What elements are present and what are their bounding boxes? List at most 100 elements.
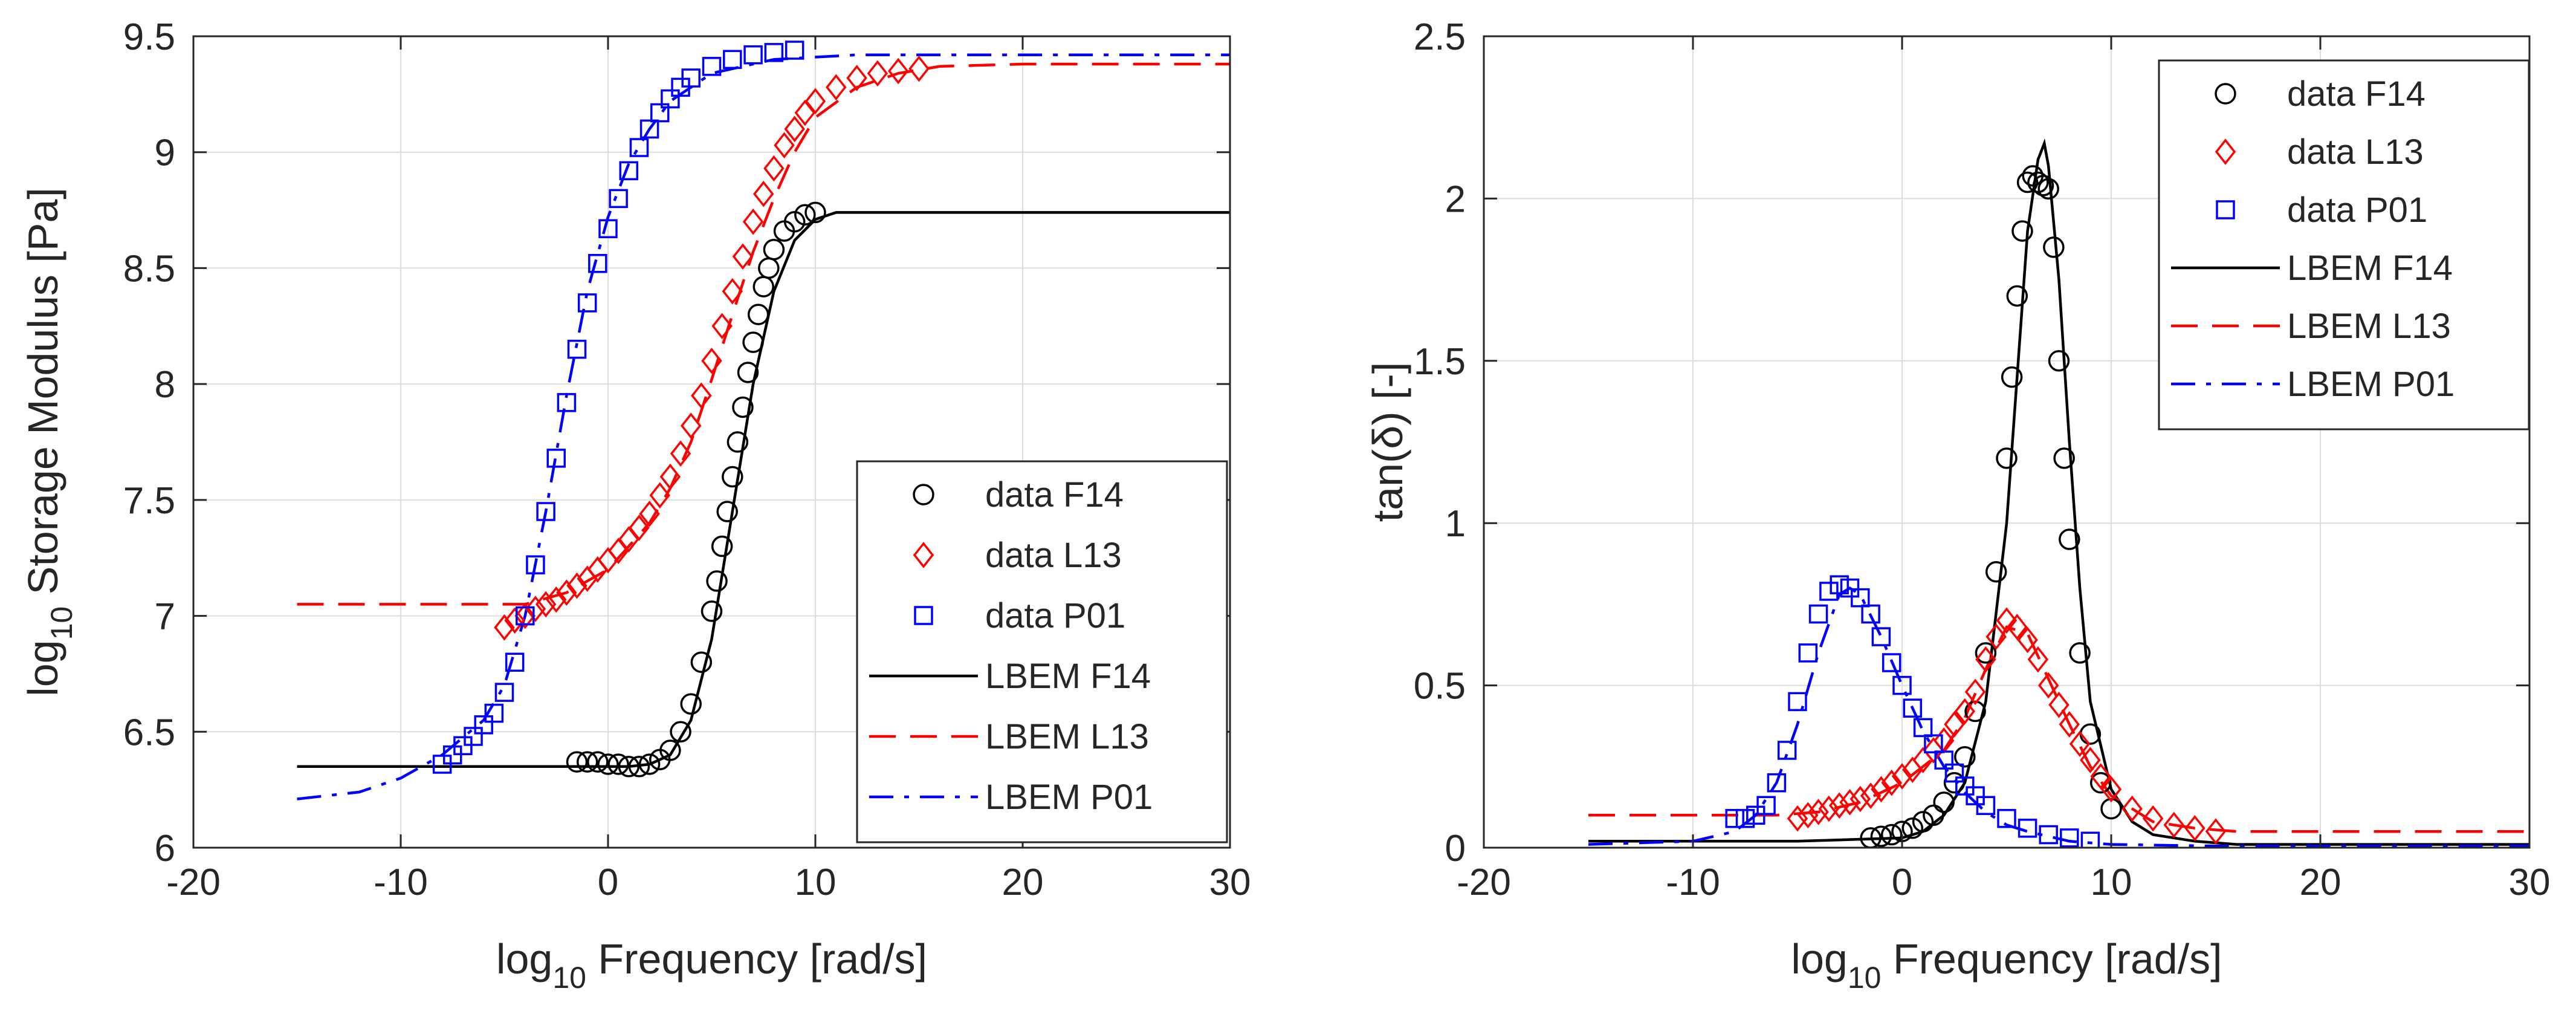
point-data-l13 bbox=[753, 180, 774, 207]
legend-entry-data-f14: data F14 bbox=[2215, 74, 2426, 114]
point-data-l13 bbox=[701, 347, 722, 374]
point-data-p01 bbox=[2080, 831, 2100, 848]
point-data-l13 bbox=[1996, 607, 2018, 634]
legend-label: data P01 bbox=[985, 596, 1125, 635]
point-data-p01 bbox=[702, 57, 722, 76]
legend-entry-data-f14: data F14 bbox=[913, 475, 1124, 515]
point-data-l13 bbox=[2121, 795, 2143, 822]
x-tick-label: 0 bbox=[598, 862, 618, 903]
legend-entry-lbem-p01: LBEM P01 bbox=[869, 778, 1153, 817]
legend-diamond-marker bbox=[2215, 138, 2236, 165]
x-tick-label: -20 bbox=[166, 862, 221, 903]
point-data-l13 bbox=[556, 579, 577, 606]
legend-entry-data-p01: data P01 bbox=[914, 596, 1125, 635]
chart-1: -20 -10 0 10 20 30 6 6.5 7 7.5 8 8.5 9 9.5 log10 Frequ… bbox=[19, 16, 1251, 995]
y-tick-label: 7.5 bbox=[123, 480, 175, 522]
point-data-l13 bbox=[722, 278, 743, 305]
point-data-f14 bbox=[706, 570, 728, 592]
legend-entry-data-l13: data L13 bbox=[913, 536, 1122, 575]
point-data-p01 bbox=[484, 703, 504, 723]
legend-entry-lbem-f14: LBEM F14 bbox=[869, 657, 1151, 696]
series-data-l13 bbox=[494, 55, 930, 641]
point-data-p01 bbox=[1777, 741, 1797, 760]
point-data-f14 bbox=[680, 693, 702, 715]
series-group bbox=[1588, 138, 2529, 848]
point-data-l13 bbox=[1944, 711, 1965, 738]
point-data-l13 bbox=[2059, 711, 2080, 738]
y-axis-label: tan(δ) [-] bbox=[1364, 362, 1411, 522]
point-data-p01 bbox=[588, 254, 607, 273]
point-data-p01 bbox=[526, 555, 545, 574]
legend-label: data L13 bbox=[2287, 132, 2424, 172]
legend-circle-marker bbox=[2215, 83, 2236, 105]
point-data-l13 bbox=[2017, 626, 2038, 654]
x-tick-label: 30 bbox=[2509, 862, 2551, 903]
series-group bbox=[297, 41, 1230, 801]
point-data-p01 bbox=[1735, 808, 1755, 828]
legend: data F14 data L13 data P01 LBEM F14 LBEM L13… bbox=[2158, 59, 2530, 430]
point-data-p01 bbox=[464, 727, 483, 746]
point-data-f14 bbox=[566, 751, 588, 773]
point-data-l13 bbox=[2100, 776, 2122, 803]
point-data-p01 bbox=[494, 683, 514, 702]
point-data-l13 bbox=[784, 115, 805, 143]
legend-label: data F14 bbox=[985, 475, 1124, 515]
legend-entry-lbem-l13: LBEM L13 bbox=[869, 717, 1149, 756]
point-data-l13 bbox=[1798, 802, 1819, 829]
point-data-p01 bbox=[661, 89, 680, 109]
point-data-f14 bbox=[1985, 560, 2007, 583]
point-data-f14 bbox=[722, 466, 743, 488]
point-data-l13 bbox=[887, 57, 909, 85]
point-data-l13 bbox=[607, 538, 629, 565]
y-tick-label: 6.5 bbox=[123, 712, 175, 753]
point-data-f14 bbox=[2089, 771, 2112, 794]
point-data-l13 bbox=[1985, 623, 2007, 650]
point-data-p01 bbox=[1892, 675, 1912, 695]
point-data-p01 bbox=[785, 41, 804, 60]
legend-box bbox=[856, 460, 1228, 843]
legend-square-marker bbox=[2216, 200, 2235, 219]
point-data-l13 bbox=[711, 313, 733, 340]
point-data-p01 bbox=[764, 43, 784, 62]
point-data-f14 bbox=[1975, 642, 1997, 664]
y-tick-label: 7 bbox=[155, 596, 175, 638]
point-data-l13 bbox=[774, 132, 795, 159]
point-data-f14 bbox=[587, 751, 609, 773]
point-data-f14 bbox=[2016, 171, 2039, 193]
point-data-p01 bbox=[1788, 692, 1807, 712]
point-data-l13 bbox=[1954, 698, 1976, 725]
point-data-p01 bbox=[1976, 796, 1996, 815]
point-data-l13 bbox=[514, 602, 536, 629]
point-data-l13 bbox=[639, 501, 660, 527]
point-data-p01 bbox=[1913, 718, 1933, 738]
point-data-l13 bbox=[546, 586, 567, 613]
point-data-l13 bbox=[618, 526, 639, 553]
point-data-p01 bbox=[1871, 627, 1891, 646]
point-data-l13 bbox=[670, 440, 691, 467]
point-data-p01 bbox=[1882, 653, 1901, 672]
point-data-p01 bbox=[1934, 750, 1953, 770]
x-tick-label: -10 bbox=[1666, 862, 1720, 903]
x-axis-label: log10 Frequency [rad/s] bbox=[1791, 935, 2222, 995]
point-data-l13 bbox=[2037, 672, 2059, 699]
y-tick-label: 8.5 bbox=[123, 248, 175, 290]
point-data-f14 bbox=[747, 304, 769, 325]
x-tick-label: 20 bbox=[1002, 862, 1044, 903]
point-data-f14 bbox=[2059, 528, 2080, 550]
y-tick-label: 6 bbox=[155, 828, 175, 869]
point-data-p01 bbox=[1851, 588, 1870, 608]
point-data-l13 bbox=[826, 74, 847, 101]
point-data-p01 bbox=[1725, 808, 1744, 828]
legend-square-marker bbox=[914, 606, 933, 625]
point-data-p01 bbox=[1756, 796, 1776, 815]
point-data-f14 bbox=[1933, 791, 1955, 813]
point-data-p01 bbox=[2039, 825, 2058, 845]
point-data-l13 bbox=[732, 243, 754, 270]
point-data-p01 bbox=[505, 652, 525, 672]
point-data-l13 bbox=[629, 515, 650, 541]
series-data-f14 bbox=[566, 201, 826, 778]
point-data-l13 bbox=[2184, 814, 2205, 842]
point-data-f14 bbox=[597, 753, 619, 775]
point-data-l13 bbox=[494, 614, 515, 641]
legend: data F14 data L13 data P01 LBEM F14 LBEM L13… bbox=[856, 460, 1228, 843]
